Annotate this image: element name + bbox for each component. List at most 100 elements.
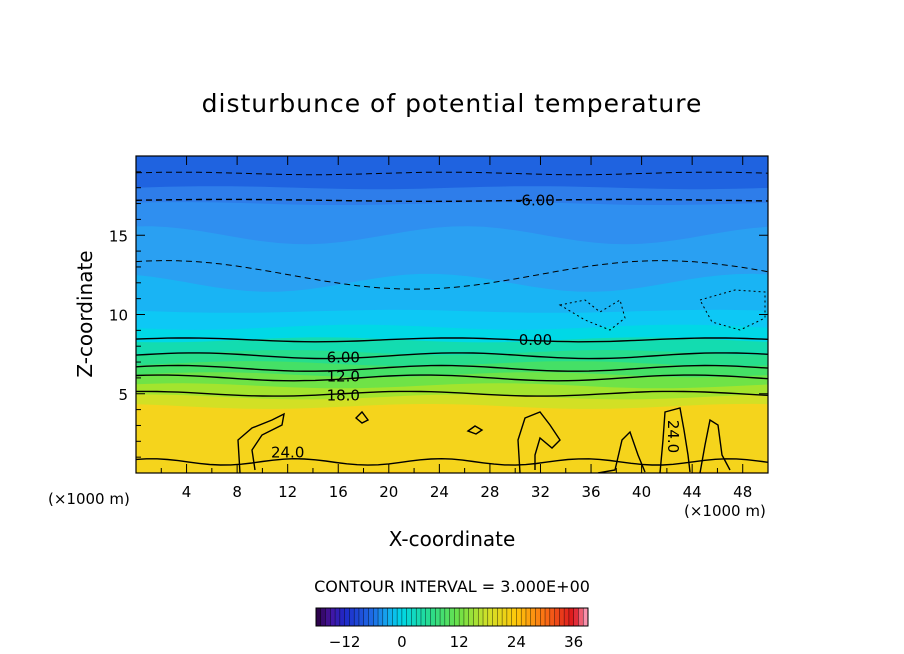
contour-line	[699, 289, 766, 331]
colorbar-cell	[478, 608, 484, 626]
colorbar-cell	[459, 608, 465, 626]
contour-label: 18.0	[327, 386, 360, 404]
colorbar-cell	[554, 608, 560, 626]
colorbar-cell	[454, 608, 460, 626]
contour-line	[354, 410, 370, 424]
colorbar-cell	[358, 608, 365, 626]
colorbar-cell	[416, 608, 422, 626]
colorbar-tick-label: 24	[507, 633, 526, 651]
x-tick-label: 16	[329, 483, 348, 501]
x-axis-label: X-coordinate	[389, 527, 516, 551]
x-tick-label: 12	[278, 483, 297, 501]
colorbar-cell	[430, 608, 436, 626]
colorbar-tick-label: 12	[450, 633, 469, 651]
x-axis-ticks: 4 8 12 16 20 24 28 32 36 40 44 48	[160, 156, 752, 501]
colorbar-cell	[368, 608, 374, 626]
contour-line	[237, 412, 285, 473]
y-axis-label: Z-coordinate	[73, 250, 97, 377]
colorbar-cell	[549, 608, 555, 626]
colorbar-cell	[573, 608, 579, 626]
x-tick-label: 32	[531, 483, 550, 501]
contour-line	[136, 352, 768, 360]
colorbar-cell	[583, 608, 589, 626]
contour-line	[597, 430, 646, 473]
colorbar-cell	[373, 608, 379, 626]
contour-line	[659, 407, 691, 473]
x-tick-label: 36	[581, 483, 600, 501]
x-tick-label: 8	[232, 483, 242, 501]
colorbar-cell	[344, 608, 350, 626]
contour-line	[517, 411, 561, 473]
colorbar-cell	[530, 608, 536, 626]
contour-label: 24.0	[664, 420, 682, 453]
contour-line	[136, 364, 768, 372]
y-tick-label: 5	[118, 386, 128, 404]
colorbar-cell	[492, 608, 498, 626]
contour-line	[136, 198, 768, 202]
colorbar-cell	[425, 608, 431, 626]
colorbar-cell	[411, 608, 417, 626]
x-tick-label: 48	[733, 483, 752, 501]
colorbar-cell	[535, 608, 541, 626]
colorbar-cell	[516, 608, 522, 626]
colorbar-cell	[545, 608, 551, 626]
colorbar-cell	[335, 608, 341, 626]
colorbar-cell	[468, 608, 474, 626]
colorbar-cell	[387, 608, 393, 626]
colorbar-cell	[578, 608, 584, 626]
y-tick-label: 10	[109, 307, 128, 325]
colorbar-cell	[525, 608, 532, 626]
x-tick-label: 28	[480, 483, 499, 501]
colorbar-ticks: −12 0 12 24 36	[329, 633, 583, 651]
colorbar-cell	[435, 608, 441, 626]
colorbar-cell	[502, 608, 508, 626]
contour-interval-text: CONTOUR INTERVAL = 3.000E+00	[314, 577, 590, 596]
colorbar-cell	[559, 608, 565, 626]
contour-label: 6.00	[327, 348, 360, 366]
contour-line	[136, 260, 768, 290]
colorbar-cell	[540, 608, 546, 626]
y-axis-ticks: 5 10 15	[109, 171, 768, 458]
colorbar-cell	[354, 608, 360, 626]
colorbar-cell	[497, 608, 503, 626]
colorbar-cell	[444, 608, 450, 626]
x-tick-label: 20	[379, 483, 398, 501]
contour-label: -6.00	[516, 191, 555, 209]
x-axis-unit-right: (×1000 m)	[684, 502, 766, 520]
colorbar-cell	[330, 608, 336, 626]
colorbar-tick-label: 0	[397, 633, 407, 651]
colorbar-cell	[449, 608, 455, 626]
colorbar-cell	[521, 608, 527, 626]
colorbar-cell	[511, 608, 517, 626]
chart-title: disturbunce of potential temperature	[202, 89, 703, 118]
fill-layer	[136, 403, 768, 473]
colorbar-frame	[315, 607, 589, 627]
colorbar-cell	[349, 608, 355, 626]
colorbar-cell	[320, 608, 326, 626]
contour-lines	[136, 171, 768, 473]
colorbar-cell	[506, 608, 512, 626]
y-tick-label: 15	[109, 227, 128, 245]
colorbar-cell	[406, 608, 412, 626]
contour-line	[136, 374, 768, 382]
colorbar-cell	[378, 608, 384, 626]
colorbar-cell	[325, 608, 331, 626]
colorbar-cell	[397, 608, 403, 626]
x-axis-unit-left: (×1000 m)	[48, 490, 130, 508]
colorbar-cell	[392, 608, 398, 626]
contour-line	[466, 425, 484, 435]
colorbar-cell	[382, 608, 388, 626]
colorbar-cell	[483, 608, 489, 626]
x-tick-label: 4	[182, 483, 192, 501]
colorbar-cell	[401, 608, 407, 626]
contour-line	[136, 337, 768, 343]
colorbar-tick-label: 36	[564, 633, 583, 651]
contour-label: 24.0	[271, 443, 304, 461]
colorbar-cell	[463, 608, 470, 626]
colorbar-cell	[568, 608, 574, 626]
colorbar-cell	[487, 608, 493, 626]
contour-line	[136, 390, 768, 397]
x-tick-label: 40	[632, 483, 651, 501]
